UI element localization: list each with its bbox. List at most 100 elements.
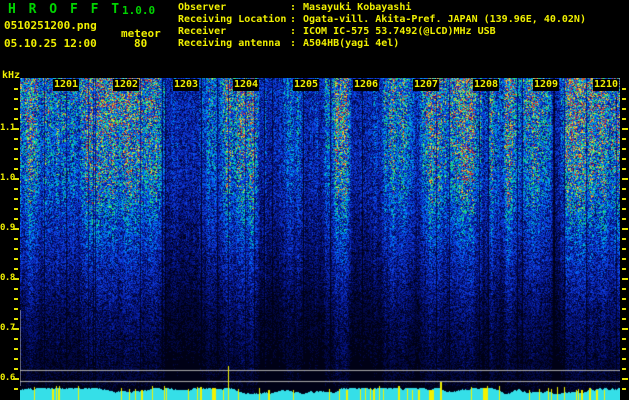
plot-left-border <box>20 310 21 386</box>
right-minor-tick <box>622 338 626 340</box>
left-minor-tick <box>14 118 18 120</box>
station-info-row: Observer: Masayuki Kobayashi <box>178 2 586 14</box>
right-minor-tick <box>622 348 626 350</box>
station-colon: : <box>290 38 297 49</box>
left-minor-tick <box>14 258 18 260</box>
left-minor-tick <box>14 318 18 320</box>
app-version: 1.0.0 <box>122 4 156 17</box>
right-major-tick <box>622 128 628 130</box>
app-title: H R O F F T <box>8 2 122 17</box>
time-axis-label: 1202 <box>112 79 140 91</box>
left-minor-tick <box>14 188 18 190</box>
right-minor-tick <box>622 318 626 320</box>
freq-axis-label: 0.9 <box>0 223 15 233</box>
left-minor-tick <box>14 238 18 240</box>
frequency-unit-label: kHz <box>2 70 21 81</box>
right-minor-tick <box>622 198 626 200</box>
time-axis-label: 1210 <box>592 79 620 91</box>
left-minor-tick <box>14 198 18 200</box>
station-colon: : <box>290 26 297 37</box>
right-minor-tick <box>622 388 626 390</box>
station-label: Receiving antenna <box>178 38 281 49</box>
left-minor-tick <box>14 158 18 160</box>
left-minor-tick <box>14 308 18 310</box>
left-minor-tick <box>14 388 18 390</box>
right-minor-tick <box>622 288 626 290</box>
right-minor-tick <box>622 88 626 90</box>
station-value: ICOM IC-575 53.7492(@LCD)MHz USB <box>303 26 496 37</box>
right-minor-tick <box>622 118 626 120</box>
left-minor-tick <box>14 208 18 210</box>
right-minor-tick <box>622 218 626 220</box>
left-minor-tick <box>14 108 18 110</box>
station-label: Receiver <box>178 26 227 37</box>
right-major-tick <box>622 228 628 230</box>
left-minor-tick <box>14 218 18 220</box>
right-minor-tick <box>622 158 626 160</box>
left-minor-tick <box>14 288 18 290</box>
station-colon: : <box>290 14 297 25</box>
right-minor-tick <box>622 108 626 110</box>
right-minor-tick <box>622 258 626 260</box>
right-minor-tick <box>622 138 626 140</box>
station-info-row: Receiver: ICOM IC-575 53.7492(@LCD)MHz US… <box>178 26 586 38</box>
left-major-tick <box>13 328 19 330</box>
right-minor-tick <box>622 358 626 360</box>
left-major-tick <box>13 228 19 230</box>
freq-axis-label: 0.7 <box>0 323 15 333</box>
time-axis-label: 1204 <box>232 79 260 91</box>
left-minor-tick <box>14 88 18 90</box>
datetime-label: 05.10.25 12:00 <box>4 37 97 50</box>
left-minor-tick <box>14 168 18 170</box>
right-minor-tick <box>622 168 626 170</box>
right-minor-tick <box>622 148 626 150</box>
left-minor-tick <box>14 98 18 100</box>
right-major-tick <box>622 178 628 180</box>
time-axis-label: 1208 <box>472 79 500 91</box>
freq-axis-label: 0.6 <box>0 373 15 383</box>
left-major-tick <box>13 178 19 180</box>
right-major-tick <box>622 278 628 280</box>
station-value: Masayuki Kobayashi <box>303 2 412 13</box>
spectrogram-canvas <box>20 78 620 400</box>
gain-value: 80 <box>134 37 148 50</box>
right-minor-tick <box>622 208 626 210</box>
station-info-block: Observer: Masayuki Kobayashi Receiving Loc… <box>178 2 586 50</box>
right-minor-tick <box>622 248 626 250</box>
station-info-row: Receiving antenna: A504HB(yagi 4el) <box>178 38 586 50</box>
left-minor-tick <box>14 338 18 340</box>
left-minor-tick <box>14 148 18 150</box>
left-minor-tick <box>14 268 18 270</box>
time-axis-label: 1209 <box>532 79 560 91</box>
right-minor-tick <box>622 298 626 300</box>
right-major-tick <box>622 328 628 330</box>
freq-axis-label: 0.8 <box>0 273 15 283</box>
time-axis-label: 1201 <box>52 79 80 91</box>
station-label: Observer <box>178 2 227 13</box>
left-major-tick <box>13 378 19 380</box>
left-minor-tick <box>14 248 18 250</box>
station-value: Ogata-vill. Akita-Pref. JAPAN (139.96E, … <box>303 14 586 25</box>
time-axis-label: 1206 <box>352 79 380 91</box>
time-axis-label: 1205 <box>292 79 320 91</box>
right-major-tick <box>622 378 628 380</box>
right-minor-tick <box>622 238 626 240</box>
output-filename: 0510251200.png <box>4 19 97 32</box>
left-minor-tick <box>14 358 18 360</box>
left-minor-tick <box>14 298 18 300</box>
freq-axis-label: 1.1 <box>0 123 15 133</box>
station-value: A504HB(yagi 4el) <box>303 38 400 49</box>
right-minor-tick <box>622 308 626 310</box>
time-axis-label: 1207 <box>412 79 440 91</box>
left-major-tick <box>13 128 19 130</box>
station-colon: : <box>290 2 297 13</box>
right-minor-tick <box>622 188 626 190</box>
right-minor-tick <box>622 368 626 370</box>
station-label: Receiving Location <box>178 14 287 25</box>
observation-mode-label: meteor <box>121 27 161 40</box>
right-minor-tick <box>622 98 626 100</box>
station-info-row: Receiving Location: Ogata-vill. Akita-Pre… <box>178 14 586 26</box>
left-major-tick <box>13 278 19 280</box>
left-minor-tick <box>14 348 18 350</box>
